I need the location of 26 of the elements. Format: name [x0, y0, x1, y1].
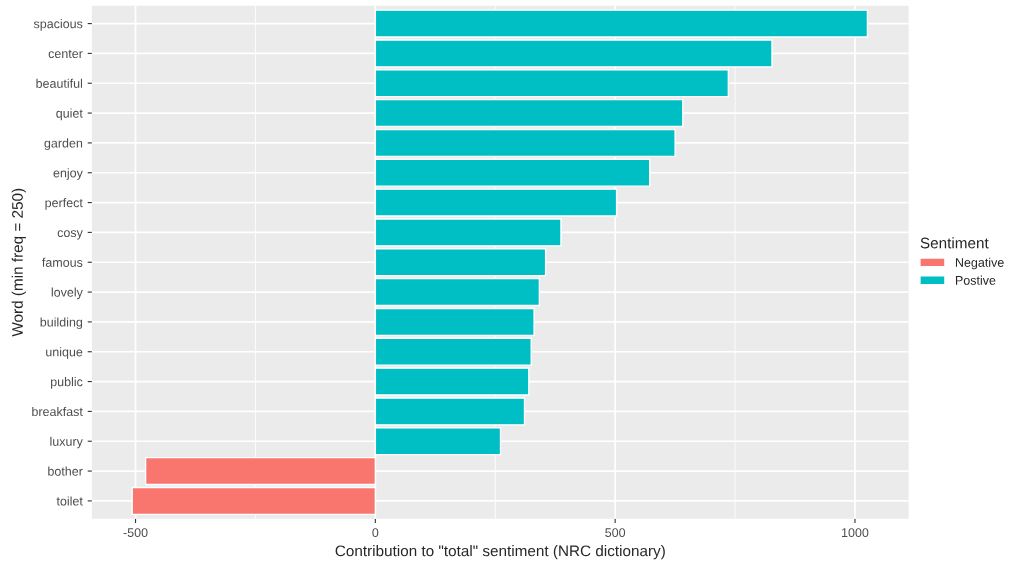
y-tick-label: famous — [42, 257, 83, 267]
legend-label: Postive — [955, 275, 996, 285]
y-tick-label: spacious — [33, 19, 83, 31]
y-tick-label: unique — [46, 347, 83, 359]
legend-label: Negative — [955, 257, 1004, 270]
y-tick-label: cosy — [57, 230, 83, 240]
y-tick-label: building — [40, 317, 83, 330]
x-tick-label: 500 — [605, 528, 626, 538]
y-tick-label: public — [51, 377, 83, 389]
y-tick-label: lovely — [51, 287, 83, 300]
y-axis-title: Word (min freq = 250) — [11, 188, 26, 337]
y-tick-label: breakfast — [32, 406, 83, 417]
x-tick-label: 0 — [372, 528, 379, 538]
y-tick-label: beautiful — [36, 78, 83, 88]
y-tick-label: enjoy — [53, 168, 83, 180]
y-tick-label: garden — [44, 138, 83, 151]
y-tick-label: quiet — [56, 108, 83, 121]
legend-title: Sentiment — [920, 237, 989, 249]
y-tick-label: perfect — [45, 198, 83, 210]
x-tick-label: -500 — [123, 528, 148, 538]
y-tick-label: bother — [48, 466, 83, 476]
y-tick-label: luxury — [50, 436, 83, 449]
y-tick-label: toilet — [56, 496, 83, 506]
x-tick-label: 1000 — [842, 528, 869, 538]
x-axis-title: Contribution to "total" sentiment (NRC dictionary) — [335, 545, 665, 560]
y-tick-label: center — [48, 49, 83, 59]
